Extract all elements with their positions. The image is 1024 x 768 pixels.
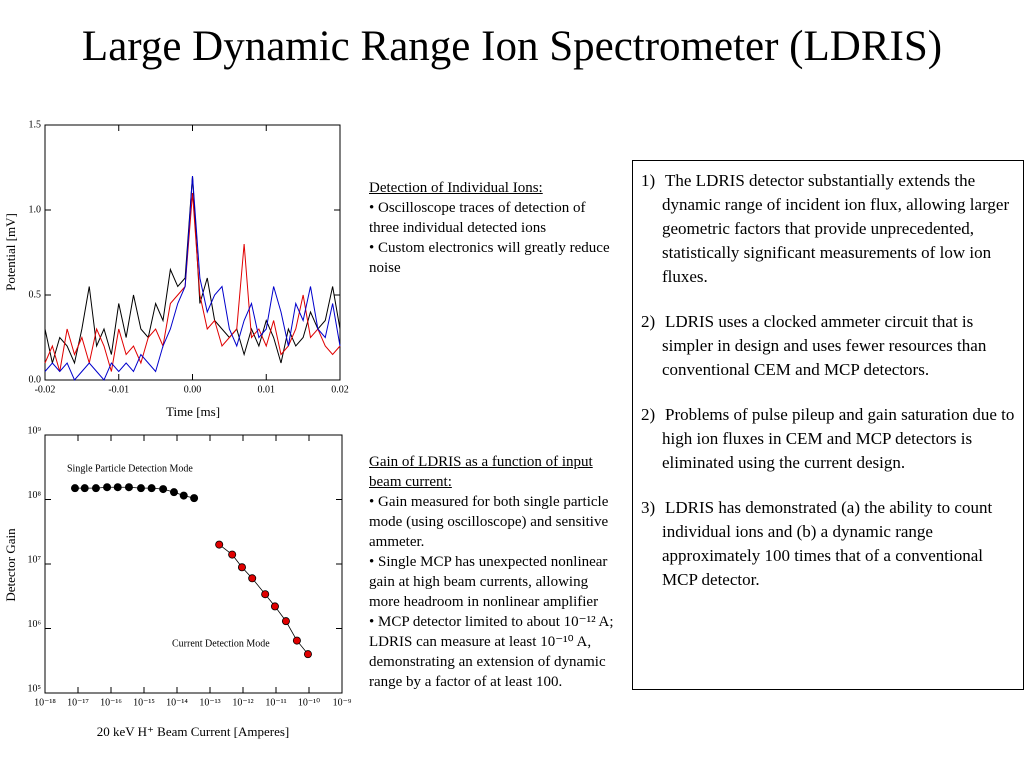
x-tick-label: 0.02 xyxy=(331,384,349,395)
entry-number: 1) xyxy=(641,171,656,190)
trace-line xyxy=(44,192,341,372)
data-point xyxy=(237,563,246,572)
data-point xyxy=(190,494,199,503)
x-tick-label: 0.01 xyxy=(258,384,276,395)
trace-line xyxy=(44,175,341,381)
entry-text: Problems of pulse pileup and gain satura… xyxy=(662,405,1015,472)
x-tick-label: -0.01 xyxy=(108,384,129,395)
data-point xyxy=(169,488,178,497)
x-tick-label: 10⁻¹² xyxy=(232,697,253,708)
data-point xyxy=(281,617,290,626)
y-tick-label: 1.5 xyxy=(29,119,42,130)
x-tick-label: 10⁻¹⁶ xyxy=(100,697,122,708)
note-block: Gain of LDRIS as a function of input bea… xyxy=(369,452,617,692)
series-annotation: Single Particle Detection Mode xyxy=(67,463,193,474)
y-tick-label: 10⁶ xyxy=(28,619,42,630)
data-point xyxy=(303,650,312,659)
data-point xyxy=(179,491,188,500)
data-point xyxy=(136,484,145,493)
x-tick-label: 10⁻¹¹ xyxy=(265,697,286,708)
slide-title: Large Dynamic Range Ion Spectrometer (LD… xyxy=(81,23,943,70)
x-tick-label: 10⁻¹⁴ xyxy=(166,697,188,708)
y-tick-label: 10⁷ xyxy=(28,554,42,565)
x-tick-label: 0.00 xyxy=(184,384,202,395)
data-point xyxy=(292,636,301,645)
note-block: Detection of Individual Ions: Oscilloscop… xyxy=(369,178,617,278)
note-bullet: Oscilloscope traces of detection of thre… xyxy=(369,198,617,238)
x-axis-label: Time [ms] xyxy=(166,404,220,419)
entry-number: 2) xyxy=(641,312,656,331)
data-point xyxy=(113,483,122,492)
data-point xyxy=(147,484,156,493)
data-point xyxy=(159,485,168,494)
summary-entry: 2) Problems of pulse pileup and gain satu… xyxy=(641,403,1015,475)
x-axis-label: 20 keV H⁺ Beam Current [Amperes] xyxy=(97,724,290,739)
trace-line xyxy=(44,175,341,365)
x-tick-label: 10⁻⁹ xyxy=(333,697,352,708)
y-axis-label: Potential [mV] xyxy=(3,213,18,291)
data-point xyxy=(124,483,133,492)
y-tick-label: 10⁹ xyxy=(28,425,42,436)
note-heading: Gain of LDRIS as a function of input bea… xyxy=(369,454,593,490)
y-axis-label: Detector Gain xyxy=(3,528,18,602)
note-bullet: Gain measured for both single particle m… xyxy=(369,492,617,552)
entry-text: LDRIS has demonstrated (a) the ability t… xyxy=(662,498,993,589)
note-bullet: Custom electronics will greatly reduce n… xyxy=(369,238,617,278)
data-point xyxy=(248,574,257,583)
entry-text: LDRIS uses a clocked ammeter circuit tha… xyxy=(662,312,987,379)
plot-frame xyxy=(44,124,341,381)
y-tick-label: 0.5 xyxy=(29,289,42,300)
data-point xyxy=(228,550,237,559)
x-tick-label: 10⁻¹⁷ xyxy=(67,697,89,708)
y-tick-label: 1.0 xyxy=(29,204,42,215)
x-tick-label: 10⁻¹⁸ xyxy=(34,697,56,708)
data-point xyxy=(270,602,279,611)
entry-number: 3) xyxy=(641,498,656,517)
data-point xyxy=(261,590,270,599)
summary-box: 1) The LDRIS detector substantially exten… xyxy=(632,160,1024,690)
x-tick-label: 10⁻¹³ xyxy=(199,697,220,708)
x-tick-label: 10⁻¹⁵ xyxy=(133,697,155,708)
note-bullet: MCP detector limited to about 10⁻¹² A; L… xyxy=(369,612,617,692)
entry-text: The LDRIS detector substantially extends… xyxy=(662,171,1010,286)
y-tick-label: 0.0 xyxy=(29,374,42,385)
summary-entry: 1) The LDRIS detector substantially exten… xyxy=(641,169,1015,289)
series-annotation: Current Detection Mode xyxy=(172,638,270,649)
data-point xyxy=(80,484,89,493)
summary-entry: 3) LDRIS has demonstrated (a) the ability… xyxy=(641,496,1015,592)
note-bullet: Single MCP has unexpected nonlinear gain… xyxy=(369,552,617,612)
data-point xyxy=(70,484,79,493)
data-point xyxy=(215,540,224,549)
x-tick-label: -0.02 xyxy=(35,384,56,395)
y-tick-label: 10⁵ xyxy=(28,683,42,694)
note-heading: Detection of Individual Ions: xyxy=(369,180,543,196)
data-point xyxy=(91,484,100,493)
entry-number: 2) xyxy=(641,405,656,424)
summary-entry: 2) LDRIS uses a clocked ammeter circuit t… xyxy=(641,310,1015,382)
y-tick-label: 10⁸ xyxy=(28,490,42,501)
x-tick-label: 10⁻¹⁰ xyxy=(298,697,320,708)
data-point xyxy=(103,483,112,492)
